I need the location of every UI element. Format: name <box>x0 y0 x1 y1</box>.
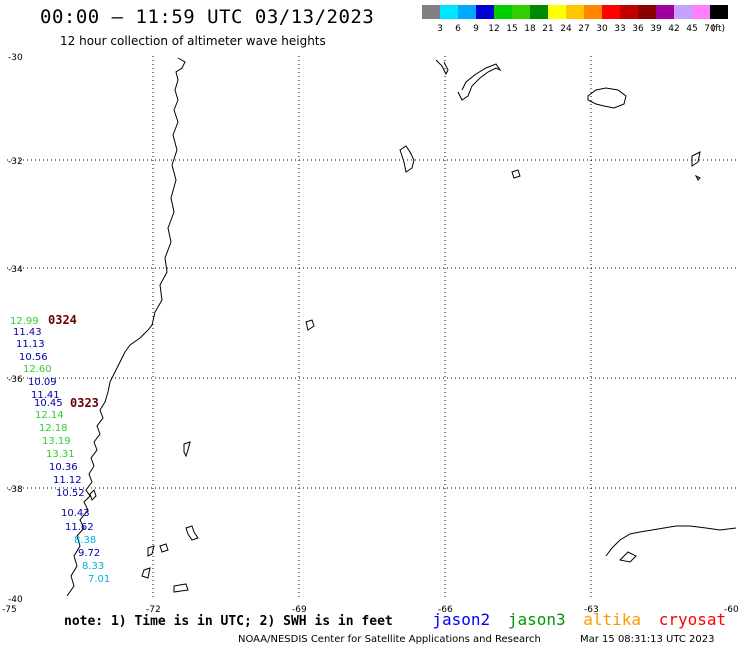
colorbar-tick-label: 42 <box>668 24 679 33</box>
juan-fernandez-island <box>305 319 315 331</box>
legend-jason2: jason2 <box>432 610 491 629</box>
colorbar-swatch <box>692 5 710 19</box>
longitude-label: -60 <box>724 605 739 615</box>
legend-cryosat: cryosat <box>658 610 727 629</box>
inland-lake <box>147 545 155 557</box>
wave-height-value: 8.38 <box>74 535 96 546</box>
latitude-label: -32 <box>8 157 23 167</box>
small-lake <box>511 169 521 179</box>
wave-height-value: 12.14 <box>35 410 64 421</box>
wave-height-value: 10.56 <box>19 352 48 363</box>
pass-time-label: 0323 <box>70 396 99 410</box>
longitude-label: -69 <box>292 605 307 615</box>
coastline <box>66 57 737 597</box>
colorbar-swatch <box>566 5 584 19</box>
wave-height-value: 10.52 <box>56 488 85 499</box>
legend-jason3: jason3 <box>507 610 566 629</box>
colorbar-swatch <box>530 5 548 19</box>
footer-timestamp: Mar 15 08:31:13 UTC 2023 <box>580 634 715 645</box>
wave-height-value: 10.43 <box>61 508 90 519</box>
colorbar-tick-label: 15 <box>506 24 517 33</box>
legend-note: note: 1) Time is in UTC; 2) SWH is in fe… <box>64 614 393 629</box>
colorbar-swatch <box>584 5 602 19</box>
pass-time-label: 0324 <box>48 313 77 327</box>
inland-lake <box>159 543 169 553</box>
colorbar-swatch <box>656 5 674 19</box>
colorbar-swatch <box>710 5 728 19</box>
colorbar-swatch <box>638 5 656 19</box>
colorbar-tick-label: 9 <box>473 24 479 33</box>
footer-credit: NOAA/NESDIS Center for Satellite Applica… <box>238 634 541 645</box>
wave-height-value: 11.43 <box>13 327 42 338</box>
wave-height-value: 10.09 <box>28 377 57 388</box>
colorbar-tick-label: 70 <box>704 24 716 33</box>
latitude-label: -36 <box>8 375 23 385</box>
argentina-lake <box>399 145 415 173</box>
latitude-label: -34 <box>8 265 23 275</box>
coastal-island <box>89 489 97 501</box>
colorbar-swatch <box>458 5 476 19</box>
colorbar-tick-label: 12 <box>488 24 499 33</box>
wave-height-value: 13.19 <box>42 436 71 447</box>
wave-height-value: 12.99 <box>10 316 39 327</box>
colorbar-tick-label: 24 <box>560 24 572 33</box>
wave-height-value: 10.45 <box>34 398 63 409</box>
valdes-coast <box>605 525 737 563</box>
colorbar-swatch <box>494 5 512 19</box>
wave-height-value: 12.18 <box>39 423 68 434</box>
south-america-coast <box>66 57 186 597</box>
longitude-label: -72 <box>146 605 161 615</box>
wave-height-value: 9.72 <box>78 548 100 559</box>
inland-lake <box>173 583 189 593</box>
wave-height-value: 13.31 <box>46 449 75 460</box>
map-subtitle: 12 hour collection of altimeter wave hei… <box>60 34 326 48</box>
wave-height-value: 7.01 <box>88 574 110 585</box>
colorbar-tick-label: 36 <box>632 24 644 33</box>
legend-altika: altika <box>583 610 642 629</box>
inland-lake <box>141 567 151 579</box>
wave-height-value: 8.33 <box>82 561 104 572</box>
legend-bar: note: 1) Time is in UTC; 2) SWH is in fe… <box>64 610 740 630</box>
colorbar-tick-label: 27 <box>578 24 589 33</box>
graticule <box>7 56 737 600</box>
colorbar-tick-label: 18 <box>524 24 536 33</box>
inland-lake <box>183 441 191 458</box>
colorbar-tick-label: 45 <box>686 24 697 33</box>
colorbar-swatch <box>548 5 566 19</box>
inland-lake <box>185 525 199 541</box>
wave-height-value: 10.36 <box>49 462 78 473</box>
colorbar-graphic: 3 6 9 12 15 18 21 24 27 30 33 36 39 42 45 70(ft) <box>422 5 728 33</box>
longitude-label: -75 <box>2 605 17 615</box>
colorbar-swatch <box>620 5 638 19</box>
wave-height-value: 12.60 <box>23 364 52 375</box>
colorbar-swatch <box>602 5 620 19</box>
latitude-label: -38 <box>8 485 23 495</box>
wave-height-value: 11.62 <box>65 522 94 533</box>
colorbar-swatch <box>512 5 530 19</box>
colorbar-tick-label: 30 <box>596 24 608 33</box>
longitude-label: -63 <box>584 605 599 615</box>
latitude-label: -30 <box>8 53 23 63</box>
colorbar-tick-label: 3 <box>437 24 443 33</box>
colorbar-tick-label: 6 <box>455 24 461 33</box>
colorbar-swatch <box>674 5 692 19</box>
longitude-label: -66 <box>438 605 453 615</box>
argentina-coast-north <box>435 59 502 101</box>
colorbar-tick-label: 33 <box>614 24 625 33</box>
atlantic-coast <box>587 87 627 109</box>
wave-height-value: 11.13 <box>16 339 45 350</box>
small-island <box>691 151 701 181</box>
colorbar-swatch <box>476 5 494 19</box>
colorbar-unit: (ft) <box>711 24 725 33</box>
colorbar-swatch <box>422 5 440 19</box>
wave-height-colorbar: 3 6 9 12 15 18 21 24 27 30 33 36 39 42 45 70 (ft) <box>422 5 728 33</box>
colorbar-tick-label: 21 <box>542 24 553 33</box>
colorbar-tick-label: 39 <box>650 24 662 33</box>
wave-height-value: 11.41 <box>31 390 60 401</box>
latitude-label: -40 <box>8 595 23 605</box>
colorbar-swatch <box>440 5 458 19</box>
map-title: 00:00 – 11:59 UTC 03/13/2023 <box>40 6 375 28</box>
wave-height-value: 11.12 <box>53 475 82 486</box>
